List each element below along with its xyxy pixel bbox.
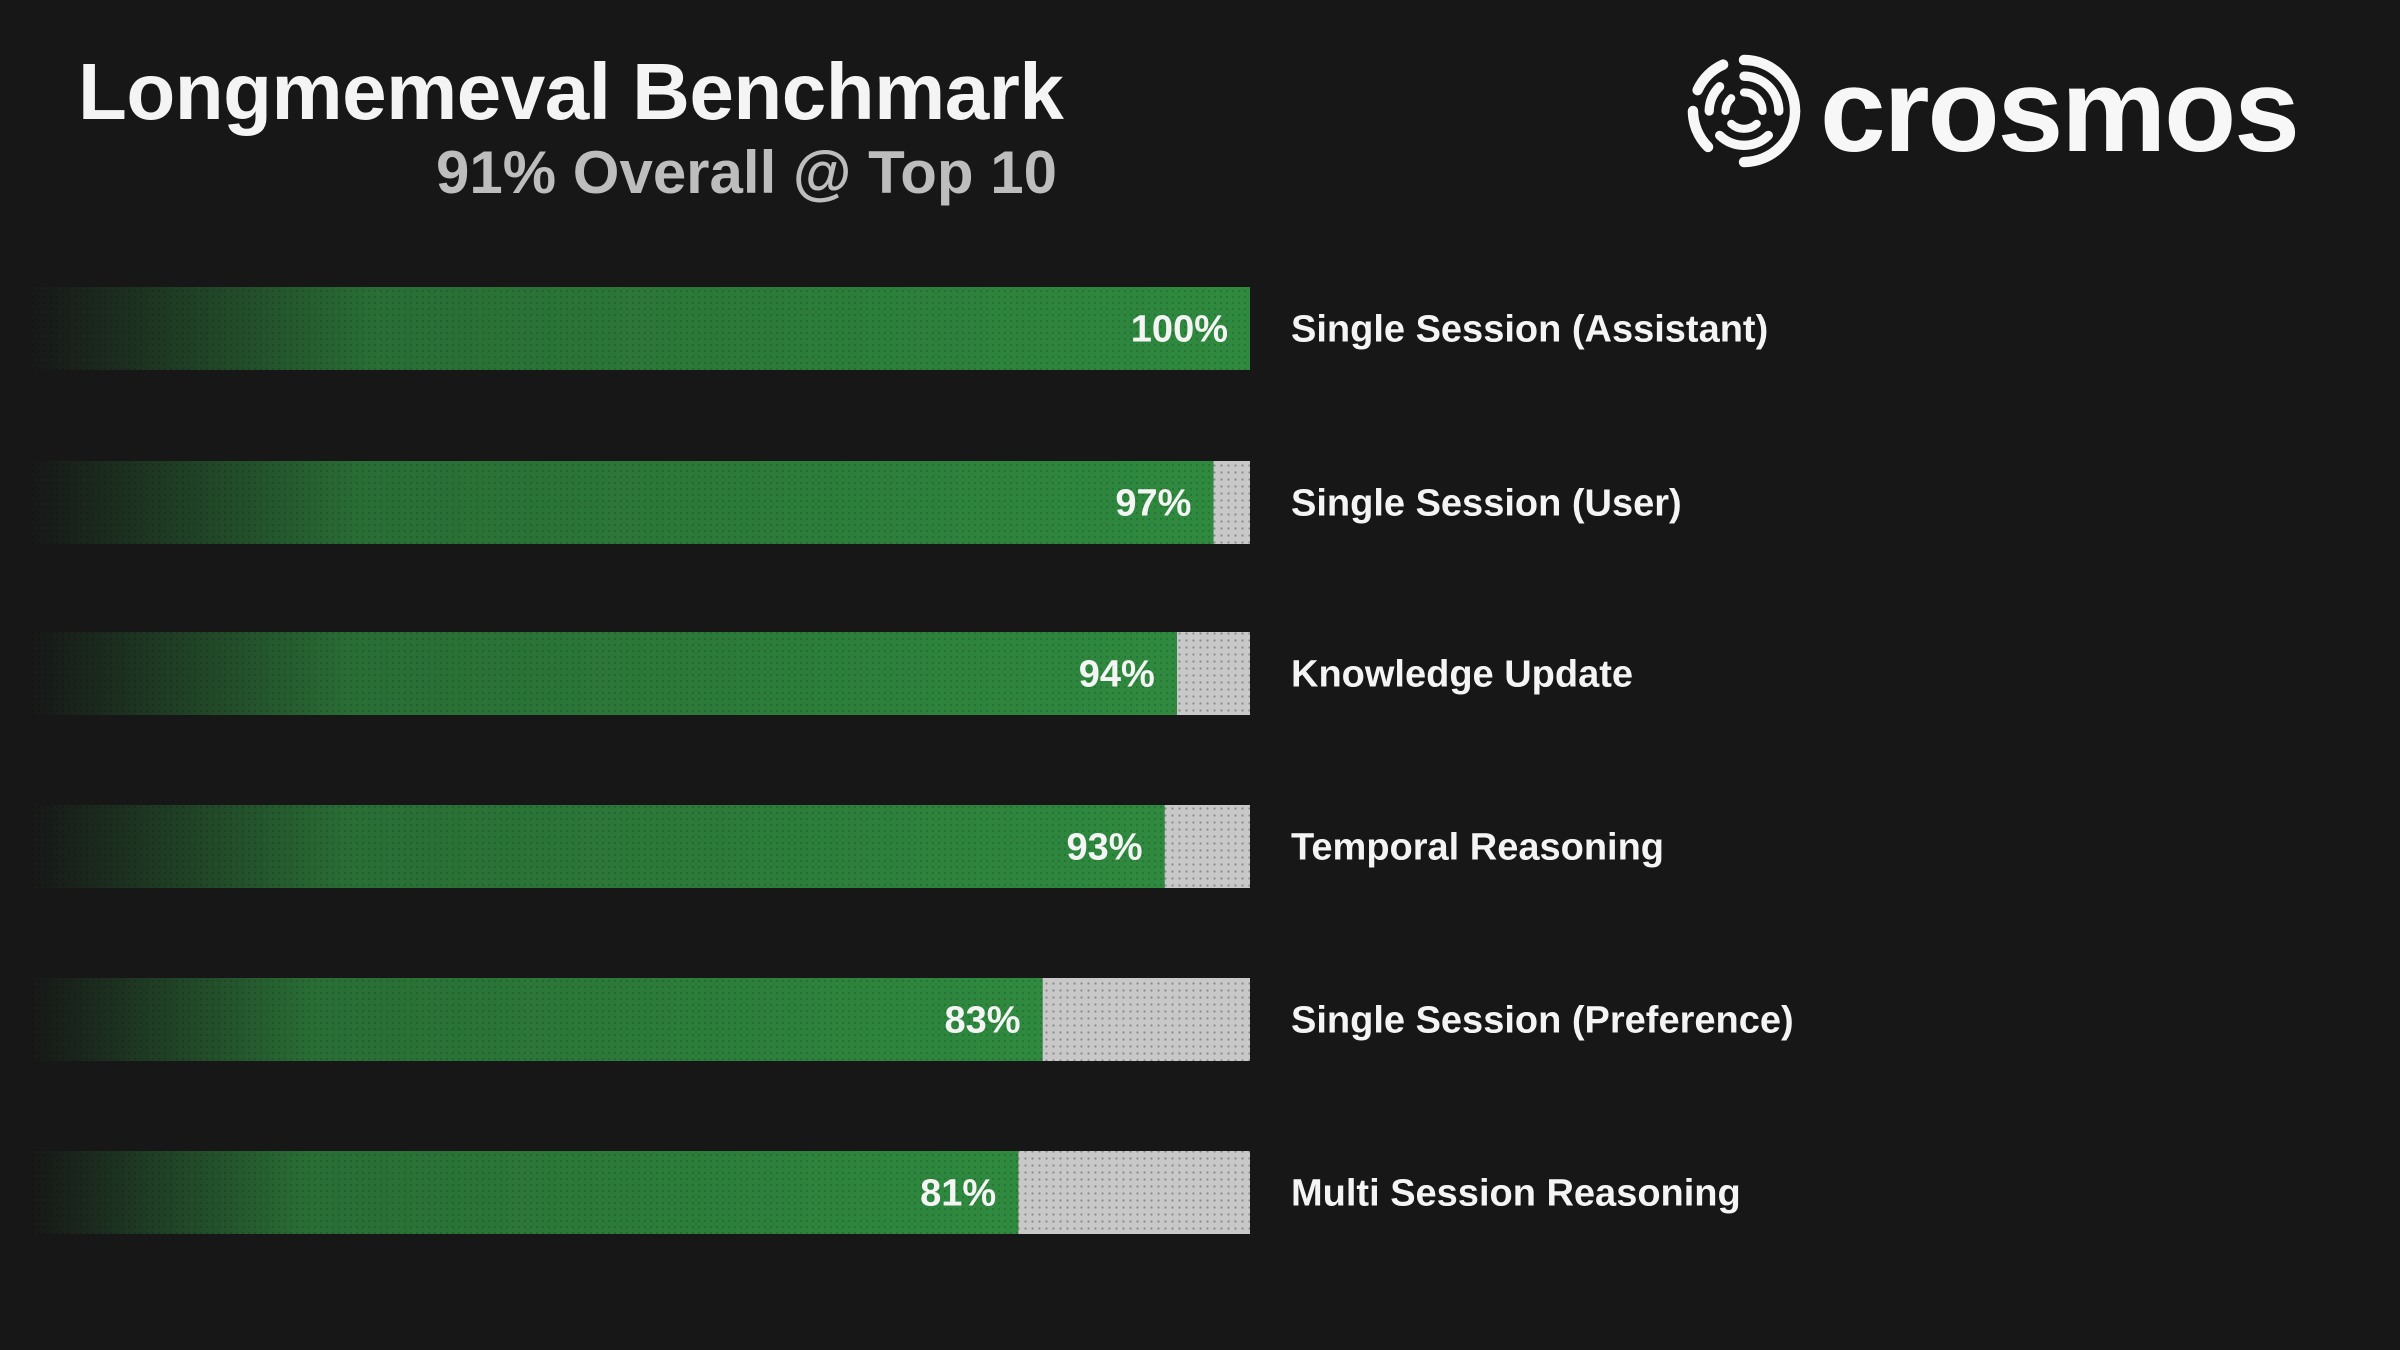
bar-remainder [1213, 461, 1250, 544]
chart-title: Longmemeval Benchmark [78, 47, 1064, 136]
bar-value-label: 83% [945, 1000, 1021, 1042]
category-label: Temporal Reasoning [1291, 827, 1664, 869]
swirl-logo-icon [1687, 54, 1801, 168]
bar-value-label: 93% [1067, 827, 1143, 869]
bar-remainder [1176, 632, 1250, 715]
bar-texture [30, 805, 1165, 888]
brand-name: crosmos [1820, 45, 2300, 177]
bar-value-label: 97% [1115, 483, 1191, 525]
chart-subtitle: 91% Overall @ Top 10 [436, 139, 1057, 206]
bar-value-label: 81% [920, 1173, 996, 1215]
category-label: Knowledge Update [1291, 654, 1633, 696]
category-label: Single Session (Preference) [1291, 1000, 1794, 1042]
bar-remainder [1018, 1151, 1250, 1234]
bar-remainder [1164, 805, 1250, 888]
category-label: Single Session (User) [1291, 483, 1682, 525]
bar-remainder [1042, 978, 1250, 1061]
bar-value-label: 100% [1131, 309, 1228, 351]
category-label: Single Session (Assistant) [1291, 309, 1768, 351]
bar-texture [30, 287, 1250, 370]
bar-texture [30, 978, 1043, 1061]
bar-value-label: 94% [1079, 654, 1155, 696]
brand-logo: crosmos [1686, 45, 2300, 177]
bar-texture [30, 1151, 1019, 1234]
category-label: Multi Session Reasoning [1291, 1173, 1741, 1215]
bar-texture [30, 632, 1177, 715]
bar-texture [30, 461, 1214, 544]
